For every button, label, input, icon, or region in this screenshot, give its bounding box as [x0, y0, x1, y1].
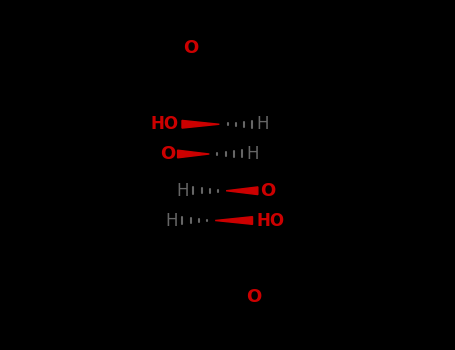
Text: O: O	[183, 39, 199, 57]
Text: H: H	[177, 182, 189, 200]
Text: HO: HO	[150, 115, 178, 133]
Text: HO: HO	[256, 211, 284, 230]
Text: O: O	[260, 182, 275, 200]
Text: O: O	[246, 288, 262, 307]
Polygon shape	[215, 217, 253, 224]
Polygon shape	[226, 187, 258, 195]
Text: H: H	[257, 115, 269, 133]
Text: H: H	[247, 145, 259, 163]
Polygon shape	[177, 150, 209, 158]
Text: H: H	[166, 211, 178, 230]
Text: O: O	[160, 145, 175, 163]
Polygon shape	[182, 120, 219, 128]
